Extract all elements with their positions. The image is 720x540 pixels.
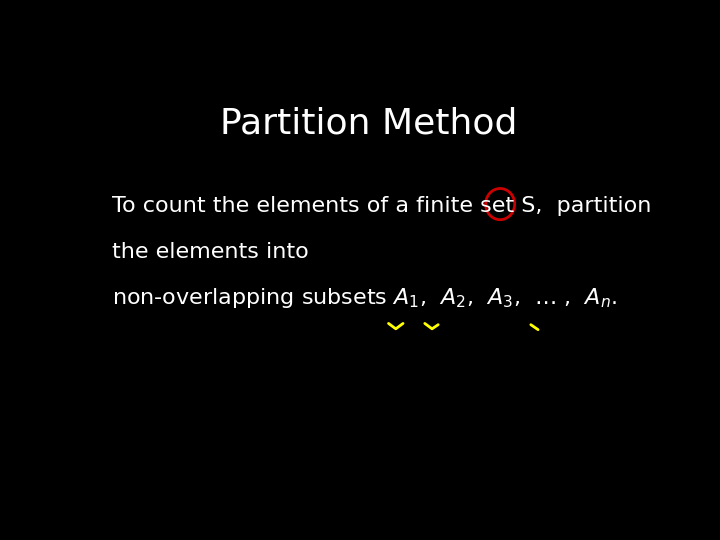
Text: To count the elements of a finite set S,  partition: To count the elements of a finite set S,… bbox=[112, 196, 652, 216]
Text: Partition Method: Partition Method bbox=[220, 106, 518, 140]
Text: non-overlapping subsets $A_1$,  $A_2$,  $A_3$,  … ,  $A_n$.: non-overlapping subsets $A_1$, $A_2$, $A… bbox=[112, 286, 618, 309]
Text: the elements into: the elements into bbox=[112, 242, 309, 262]
